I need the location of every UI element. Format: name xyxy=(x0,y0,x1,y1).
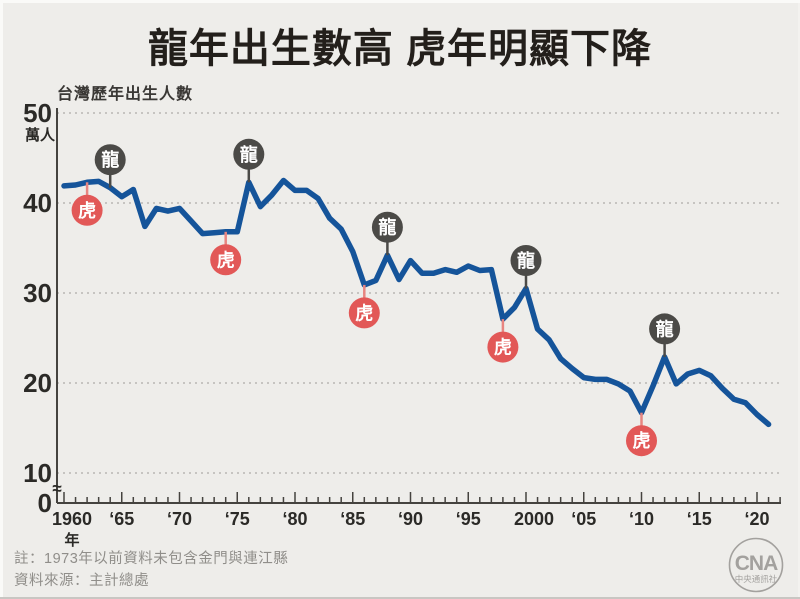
tiger-badge-1974 xyxy=(210,244,242,276)
bottom-edge-divider xyxy=(0,597,800,599)
y-axis-unit: 萬人 xyxy=(25,126,56,144)
tiger-badge-2010 xyxy=(626,425,657,457)
y-axis-break-symbol: ≈ xyxy=(52,479,61,498)
x-label-2000: 2000 xyxy=(514,509,554,529)
y-label-20: 20 xyxy=(23,368,52,398)
dragon-badge-label-1964: 龍 xyxy=(101,149,119,170)
dragon-badge-2012 xyxy=(649,313,681,345)
dragon-badge-label-1988: 龍 xyxy=(378,217,396,238)
tiger-badge-label-2010: 虎 xyxy=(633,430,651,451)
tiger-badge-label-1998: 虎 xyxy=(494,337,512,358)
x-label-2015: ‘15 xyxy=(687,509,712,529)
chart-subtitle: 台灣歷年出生人數 xyxy=(57,86,194,103)
dragon-badge-1976 xyxy=(233,138,265,170)
tiger-badge-label-1974: 虎 xyxy=(217,249,235,270)
dragon-badge-2000 xyxy=(510,245,542,276)
tiger-badge-1998 xyxy=(487,331,519,363)
dragon-badge-label-2012: 龍 xyxy=(656,318,674,339)
tiger-badge-1962 xyxy=(71,194,103,226)
cna-logo: CNA 中央通訊社 xyxy=(722,534,790,596)
y-label-0: 0 xyxy=(38,488,52,518)
page-title: 龍年出生數高 虎年明顯下降 xyxy=(147,27,653,71)
x-label-1990: ‘90 xyxy=(398,509,423,529)
x-label-1995: ‘95 xyxy=(456,509,481,529)
x-label-2010: ‘10 xyxy=(629,509,654,529)
tiger-badge-1986 xyxy=(348,297,380,329)
cna-logo-name: 中央通訊社 xyxy=(735,574,778,584)
cna-logo-circle xyxy=(728,537,784,593)
dragon-badge-1964 xyxy=(94,144,126,176)
tiger-badge-label-1962: 虎 xyxy=(78,200,96,221)
cna-logo-abbr: CNA xyxy=(735,552,778,575)
x-label-2005: ‘05 xyxy=(571,509,596,529)
y-label-30: 30 xyxy=(23,278,52,308)
x-label-1970: ‘70 xyxy=(167,509,192,529)
y-label-50: 50 xyxy=(23,98,52,128)
x-label-1965: ‘65 xyxy=(109,509,134,529)
y-label-10: 10 xyxy=(23,458,52,488)
x-label-1960: 1960 xyxy=(52,509,92,529)
x-label-1985: ‘85 xyxy=(340,509,365,529)
footnote-source: 資料來源：主計總處 xyxy=(14,573,149,589)
x-label-1975: ‘75 xyxy=(225,509,250,529)
x-label-1980: ‘80 xyxy=(282,509,307,529)
footnotes: 註：1973年以前資料未包含金門與連江縣 資料來源：主計總處 xyxy=(14,548,288,592)
x-axis-unit: 年 xyxy=(64,531,79,549)
y-label-40: 40 xyxy=(23,188,52,218)
dragon-badge-label-2000: 龍 xyxy=(517,250,535,271)
dragon-badge-label-1976: 龍 xyxy=(240,144,258,165)
dragon-badge-1988 xyxy=(371,211,403,243)
births-series-line xyxy=(61,177,772,428)
footnote-data-coverage: 註：1973年以前資料未包含金門與連江縣 xyxy=(14,551,289,567)
tiger-badge-label-1986: 虎 xyxy=(355,302,373,323)
x-label-2020: ‘20 xyxy=(744,509,769,529)
